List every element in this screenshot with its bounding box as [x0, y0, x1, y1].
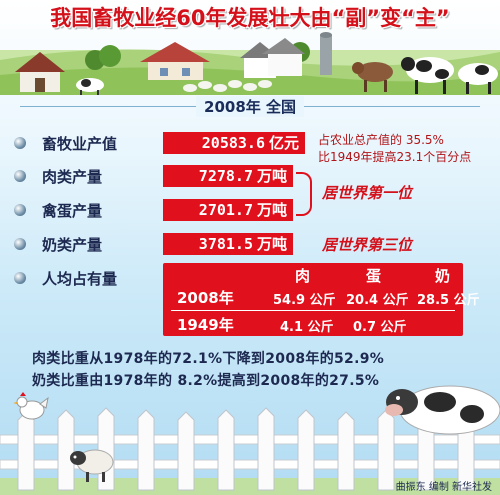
subtitle: 2008年 全国	[196, 96, 304, 117]
note-share: 占农业总产值的 35.5%	[318, 133, 444, 147]
table-cell: 28.5 公斤	[417, 293, 480, 308]
sheep-icon	[70, 449, 114, 482]
holstein-cow-icon	[385, 385, 500, 435]
stat-unit: 万吨	[256, 167, 287, 185]
bracket	[296, 172, 312, 216]
rank-first: 居世界第一位	[322, 184, 413, 202]
table-cell: 0.7 公斤	[353, 320, 407, 335]
stat-unit: 亿元	[268, 134, 299, 152]
stat-unit: 万吨	[256, 235, 287, 253]
table-header-meat: 肉	[295, 267, 311, 285]
table-row-year: 1949年	[177, 316, 234, 334]
fence-illustration	[0, 385, 500, 495]
house-icon	[240, 38, 305, 78]
note-increase: 比1949年提高23.1个百分点	[318, 150, 472, 164]
credit-text: 曲振东 编制 新华社发	[395, 482, 492, 493]
bullet-icon	[14, 238, 26, 250]
bullet-icon	[14, 204, 26, 216]
bullet-icon	[14, 137, 26, 149]
chicken-icon	[13, 392, 49, 420]
stat-label: 奶类产量	[42, 236, 103, 254]
table-cell: 4.1 公斤	[280, 320, 334, 335]
bullet-icon	[14, 272, 26, 284]
cow-icon	[76, 78, 104, 95]
sheep-flock-icon	[183, 80, 272, 92]
table-cell: 54.9 公斤	[273, 293, 336, 308]
stat-value: 3781.5	[198, 235, 253, 253]
barn-icon	[15, 52, 65, 92]
stat-label: 人均占有量	[42, 270, 118, 288]
table-divider	[171, 310, 455, 311]
farm-scene-illustration	[0, 32, 500, 95]
holstein-cow-icon	[401, 57, 454, 94]
stat-value-box: 20583.6 亿元	[163, 132, 305, 154]
stat-value-box: 7278.7 万吨	[163, 165, 293, 187]
summary-meat: 肉类比重从1978年的72.1%下降到2008年的52.9%	[32, 351, 385, 367]
holstein-cow-icon	[458, 63, 498, 94]
page-title: 我国畜牧业经60年发展壮大由“副”变“主”	[50, 6, 450, 30]
stat-label: 禽蛋产量	[42, 202, 103, 220]
table-header-milk: 奶	[435, 267, 451, 285]
stat-label: 肉类产量	[42, 168, 103, 186]
table-header-egg: 蛋	[366, 267, 382, 285]
rank-third: 居世界第三位	[322, 236, 413, 254]
stat-value: 2701.7	[198, 201, 253, 219]
farmhouse-icon	[140, 42, 210, 80]
table-row-year: 2008年	[177, 289, 234, 307]
stat-value: 20583.6	[201, 134, 265, 152]
per-capita-table: 肉 蛋 奶 2008年 54.9 公斤 20.4 公斤 28.5 公斤 1949…	[163, 263, 480, 336]
subtitle-bar: 2008年 全国	[0, 96, 500, 118]
stat-label: 畜牧业产值	[42, 135, 118, 153]
stat-unit: 万吨	[256, 201, 287, 219]
summary-milk: 奶类比重由1978年的 8.2%提高到2008年的27.5%	[32, 373, 380, 389]
brown-cow-icon	[352, 62, 393, 92]
bullet-icon	[14, 170, 26, 182]
stat-value-box: 2701.7 万吨	[163, 199, 293, 221]
table-cell: 20.4 公斤	[346, 293, 409, 308]
stat-value: 7278.7	[198, 167, 253, 185]
stat-value-box: 3781.5 万吨	[163, 233, 293, 255]
